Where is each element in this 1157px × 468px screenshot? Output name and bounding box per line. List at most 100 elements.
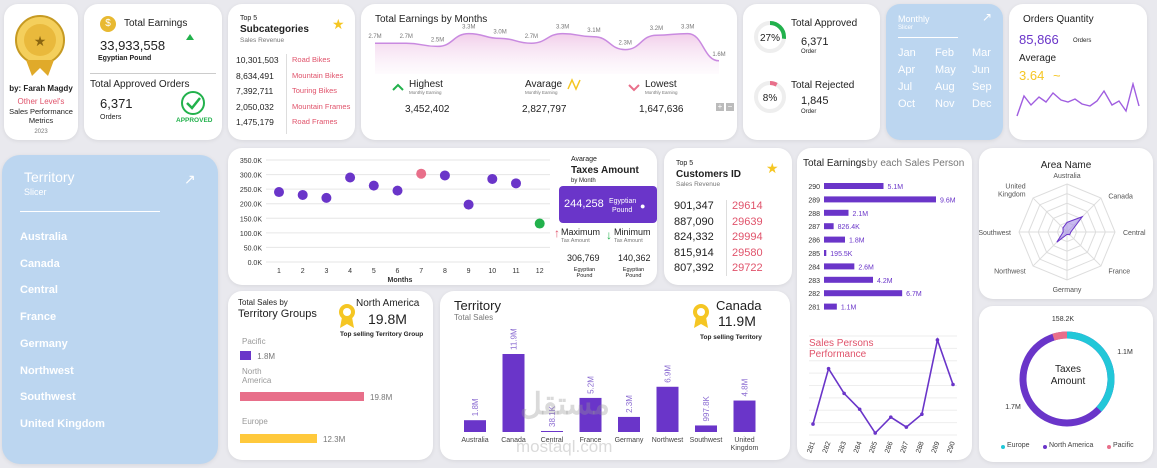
divider: [90, 73, 216, 74]
performance-x-tick: 281: [806, 441, 817, 454]
x-tick-label: 10: [488, 268, 496, 275]
taxes-value: 244,258: [564, 198, 604, 210]
group-bar: [240, 351, 252, 360]
earnings-card: $ Total Earnings 33,933,558 Egyptian Pou…: [84, 4, 222, 140]
zoom-out-button[interactable]: −: [726, 102, 734, 111]
expand-icon[interactable]: ↗: [184, 171, 196, 187]
month-tax-point: [511, 178, 521, 189]
lowest-value: 1,647,636: [639, 104, 684, 115]
author-year: 2023: [34, 129, 48, 135]
ribbon-icon: [693, 304, 709, 328]
donut-title-a: Taxes: [1054, 364, 1082, 375]
month-option-oct[interactable]: Oct: [898, 98, 916, 110]
divider: [898, 37, 958, 38]
donut-title-b: Amount: [1050, 376, 1086, 387]
groups-top-name: North America: [356, 298, 420, 309]
x-tick-label: 6: [396, 268, 400, 275]
performance-point: [888, 415, 893, 419]
customers-card: Top 5 Customers ID Sales Revenue ★ 901,3…: [664, 148, 792, 285]
min-value: 140,362: [618, 253, 651, 263]
month-tax-point: [345, 172, 356, 183]
month-option-apr[interactable]: Apr: [898, 64, 916, 76]
territory-category-label: United Kingdom: [731, 437, 759, 452]
salesperson-id: 283: [808, 278, 820, 285]
up-chevron-icon: [392, 83, 404, 91]
salesperson-bar: [824, 196, 936, 203]
month-option-aug[interactable]: Aug: [935, 81, 955, 93]
subcat-name: Mountain Bikes: [292, 70, 344, 80]
author-brand: Other Level's: [17, 97, 65, 106]
max-label: Maximum: [561, 227, 601, 237]
subcats-heading: Subcategories: [240, 24, 309, 35]
approved-value: 6,371: [801, 36, 829, 48]
coin-icon: $: [100, 16, 116, 32]
ribbon-icon: [339, 304, 355, 328]
salesperson-bar: [824, 250, 827, 256]
customer-revenue: 815,914: [674, 246, 714, 259]
month-option-nov[interactable]: Nov: [935, 98, 955, 110]
month-option-may[interactable]: May: [935, 64, 956, 76]
month-slicer-title: Monthly: [898, 14, 930, 24]
territory-option-australia[interactable]: Australia: [20, 231, 68, 243]
earnings-title: Total Earnings: [124, 18, 188, 29]
customer-id: 29639: [732, 215, 763, 228]
month-option-jun[interactable]: Jun: [972, 64, 990, 76]
up-arrow-icon: [186, 34, 194, 40]
month-slicer: Monthly Slicer ↗ Jan Feb Mar Apr May Jun Jul Au…: [886, 4, 1003, 140]
territory-bar-chart: 1.8M Australia 11.9M Canada 38.1K Central 5.2M…: [461, 328, 759, 452]
orders-qty-line-chart: [1016, 82, 1140, 117]
subcat-value: 7,392,711: [236, 86, 274, 96]
month-option-mar[interactable]: Mar: [972, 47, 991, 59]
author-card: ★ by: Farah Magdy Other Level's Sales Pe…: [4, 4, 78, 140]
x-tick-label: 4: [348, 268, 352, 275]
territory-option-northwest[interactable]: Northwest: [20, 364, 74, 377]
taxes-sub: by Month: [571, 178, 596, 184]
territory-category-label: Australia: [461, 437, 488, 444]
territory-slicer: Territory Slicer ↗ Australia Canada Centra…: [2, 155, 218, 464]
radar-axis: [1066, 231, 1102, 267]
month-data-label: 2.7M: [368, 34, 381, 40]
perf-label-a: Sales Persons: [809, 338, 874, 349]
salesperson-value-label: 6.7M: [906, 291, 922, 298]
legend-dot: [1001, 445, 1005, 449]
territory-option-southwest[interactable]: Southwest: [20, 391, 76, 404]
month-option-jan[interactable]: Jan: [898, 47, 916, 59]
territory-value-label: 38.1K: [548, 405, 557, 427]
salesperson-bar: [824, 223, 834, 230]
x-tick-label: 9: [467, 268, 471, 275]
monthly-taxes-scatter-chart: 350.0K300.0K250.0K200.0K150.0K100.0K50.0…: [240, 158, 550, 284]
zoom-in-button[interactable]: +: [716, 102, 724, 111]
performance-point: [857, 407, 862, 412]
territory-category-label: Northwest: [652, 437, 684, 444]
salesperson-card: Total Earnings by each Sales Person 290 5…: [797, 148, 972, 460]
territory-option-canada[interactable]: Canada: [20, 257, 60, 270]
performance-x-tick: 282: [822, 441, 833, 454]
y-tick-label: 250.0K: [240, 187, 263, 194]
highest-label: Highest: [409, 79, 443, 90]
month-tax-point: [463, 199, 474, 210]
territory-option-france[interactable]: France: [20, 311, 57, 324]
customer-revenue: 887,090: [674, 215, 714, 228]
territory-option-central[interactable]: Central: [20, 284, 58, 297]
approved-ring: [754, 21, 786, 53]
salesperson-value-label: 2.6M: [858, 264, 874, 271]
territory-option-germany[interactable]: Germany: [20, 337, 68, 350]
radar-label: France: [1108, 268, 1130, 275]
territory-bar: [502, 354, 525, 432]
performance-point: [904, 425, 909, 429]
performance-x-tick: 288: [915, 441, 926, 454]
month-option-dec[interactable]: Dec: [972, 98, 992, 110]
month-option-jul[interactable]: Jul: [898, 81, 913, 93]
month-tax-point: [297, 189, 308, 200]
radar-axis: [1032, 197, 1068, 233]
author-subtitle: Sales Performance Metrics: [9, 107, 73, 125]
month-data-label: 3.2M: [650, 26, 663, 32]
taxes-scatter-card: 350.0K 300.0K 250.0K 200.0K 150.0K 100.0K 50.0…: [228, 148, 657, 285]
monthly-earnings-card: Total Earnings by Months 2.7M 2.7M 2.5M 3.3…: [361, 4, 737, 140]
month-option-sep[interactable]: Sep: [972, 81, 992, 93]
territory-option-united-kingdom[interactable]: United Kingdom: [20, 417, 105, 430]
performance-point: [811, 422, 815, 426]
expand-icon[interactable]: ↗: [982, 10, 993, 24]
month-option-feb[interactable]: Feb: [935, 47, 954, 59]
group-value-label: 1.8M: [257, 352, 276, 361]
